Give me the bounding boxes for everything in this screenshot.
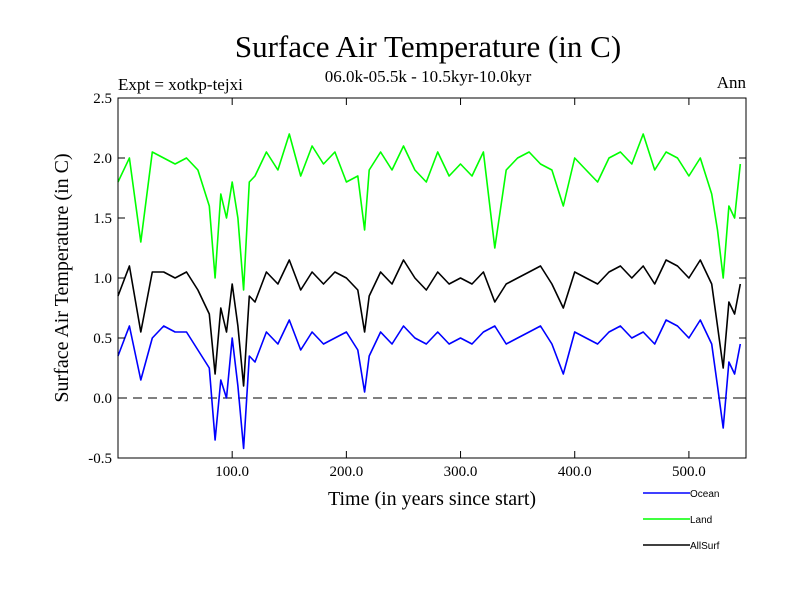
chart-subtitle: 06.0k-05.5k - 10.5kyr-10.0kyr [325,67,532,86]
legend-label-allsurf: AllSurf [690,541,720,552]
series-line-land [117,133,742,291]
y-tick-label: -0.5 [88,451,112,467]
series-line-ocean [117,319,742,450]
legend-label-land: Land [690,515,712,526]
y-tick-label: 2.0 [93,151,112,167]
y-tick-label: 1.5 [93,211,112,227]
y-tick-label: 0.0 [93,391,112,407]
x-tick-label: 300.0 [444,464,478,480]
x-tick-label: 400.0 [558,464,592,480]
y-tick-label: 1.0 [93,271,112,287]
series-line-allsurf [117,259,742,387]
y-tick-label: 0.5 [93,331,112,347]
y-axis-label: Surface Air Temperature (in C) [51,153,73,402]
chart-title: Surface Air Temperature (in C) [235,29,621,64]
x-axis-label: Time (in years since start) [328,488,536,510]
y-tick-label: 2.5 [93,91,112,107]
legend-label-ocean: Ocean [690,489,719,500]
x-tick-label: 100.0 [215,464,249,480]
experiment-label: Expt = xotkp-tejxi [118,75,243,94]
x-tick-label: 200.0 [329,464,363,480]
period-label: Ann [717,73,747,92]
x-tick-label: 500.0 [672,464,706,480]
